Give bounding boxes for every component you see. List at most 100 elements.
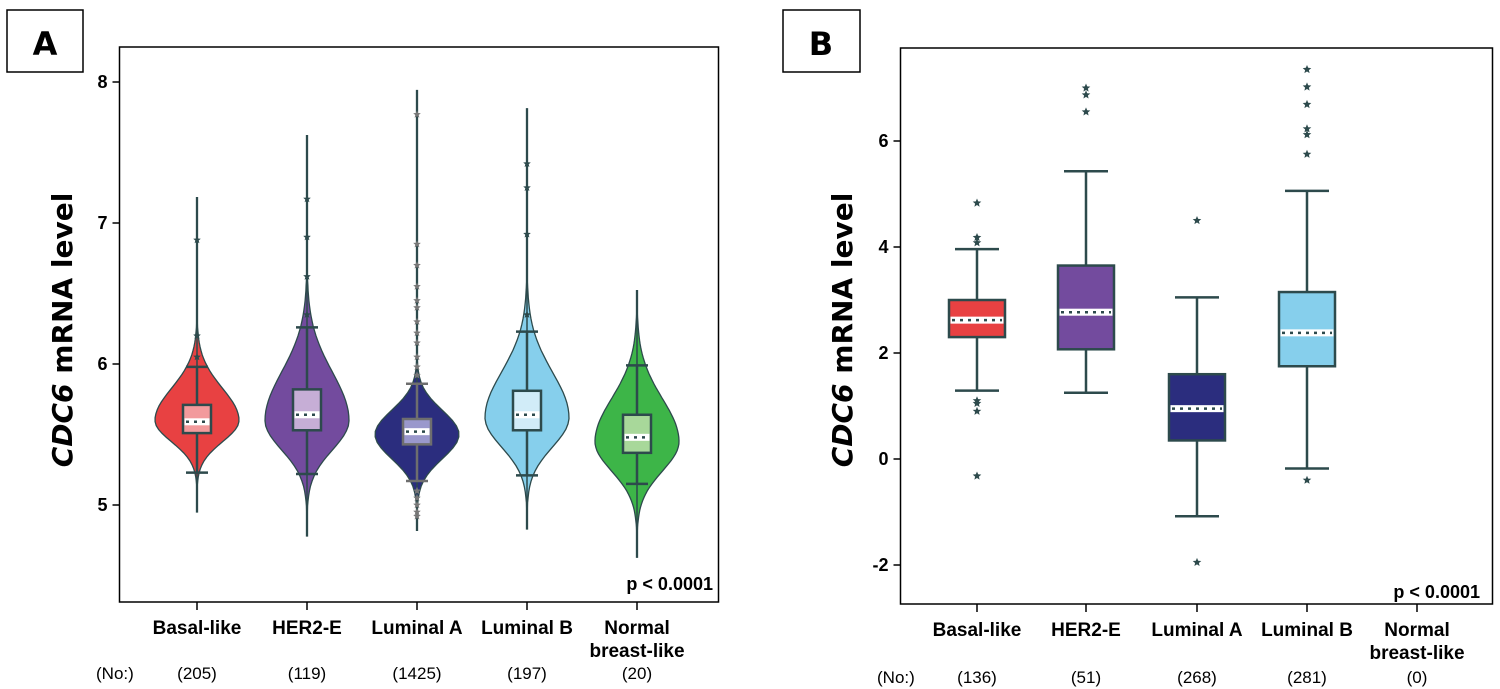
category-2 [374, 89, 460, 532]
panel-b: B CDC6 mRNA level -2 0 2 4 6 Basal-like (136)… [782, 9, 1494, 687]
outlier-marker [193, 331, 201, 339]
panel-b-label: B [809, 25, 833, 63]
outlier-marker [303, 310, 311, 318]
category-3 [484, 108, 570, 530]
x-tick-label: Basal-like [933, 620, 1022, 641]
outlier-marker [413, 371, 421, 379]
category-4 [594, 290, 680, 558]
x-tick-label: HER2-E [272, 618, 342, 639]
outlier-marker [1302, 65, 1312, 74]
sample-count-label: (205) [177, 664, 217, 683]
sample-count-label: (0) [1407, 668, 1428, 687]
panel-b-y-ticks: -2 0 2 4 6 [872, 131, 901, 575]
outlier-marker [1302, 82, 1312, 91]
sample-count-label: (281) [1287, 668, 1327, 687]
category-0 [947, 198, 1007, 480]
outlier-marker [413, 303, 421, 311]
x-tick-label: HER2-E [1051, 620, 1121, 641]
outlier-marker [972, 233, 982, 242]
outlier-marker [1302, 475, 1312, 484]
iqr-box [621, 413, 653, 455]
y-tick-label: -2 [872, 555, 888, 575]
x-tick-label: breast-like [589, 641, 684, 662]
outlier-marker [413, 508, 421, 516]
outlier-marker [413, 317, 421, 325]
category-0 [154, 196, 240, 513]
panel-a-y-axis-label: CDC6 mRNA level [46, 193, 79, 468]
outlier-marker [193, 353, 201, 361]
y-tick-label: 0 [878, 449, 888, 469]
outlier-marker [413, 282, 421, 290]
outlier-marker [972, 198, 982, 207]
x-tick-label: Luminal A [371, 618, 462, 639]
y-tick-label: 2 [878, 343, 888, 363]
category-2 [1167, 216, 1227, 566]
iqr-box [511, 389, 543, 432]
outlier-marker [972, 398, 982, 407]
outlier-marker [413, 338, 421, 347]
panel-a-y-ticks: 5 6 7 8 [97, 72, 120, 515]
outlier-marker [972, 406, 982, 415]
outlier-marker [413, 329, 421, 337]
outlier-marker [972, 238, 982, 247]
panel-b-n-prefix: (No:) [877, 668, 915, 687]
sample-count-label: (20) [622, 664, 652, 683]
panel-a-n-prefix: (No:) [96, 664, 134, 683]
outlier-marker [1302, 124, 1312, 133]
x-tick-label: Normal [604, 618, 669, 639]
outlier-marker [413, 501, 421, 509]
category-1 [264, 134, 350, 537]
panel-b-x-ticks: Basal-like (136) HER2-E (51) Luminal A (268) L… [933, 604, 1465, 687]
category-1 [1056, 83, 1116, 394]
panel-b-label-box [782, 9, 861, 73]
y-tick-label: 6 [878, 131, 888, 151]
panel-a-label: A [33, 25, 58, 63]
y-tick-label: 6 [97, 354, 107, 374]
outlier-marker [1302, 149, 1312, 158]
outlier-marker [413, 261, 421, 269]
sample-count-label: (136) [957, 668, 997, 687]
panel-a-label-box [6, 9, 84, 73]
panel-b-y-axis-label-rest: mRNA level [826, 193, 859, 384]
outlier-marker [303, 272, 311, 280]
outlier-marker [413, 296, 421, 304]
outlier-marker [413, 240, 421, 248]
panel-a-x-ticks: Basal-like (205) HER2-E (119) Luminal A (1425… [153, 602, 685, 683]
x-tick-label: Basal-like [153, 618, 242, 639]
outlier-marker [1081, 90, 1091, 99]
outlier-marker [1081, 107, 1091, 116]
iqr-box [291, 388, 323, 432]
outlier-marker [303, 233, 311, 241]
panel-a-p-value: p < 0.0001 [626, 574, 713, 594]
outlier-marker [972, 471, 982, 480]
category-3 [1277, 65, 1337, 484]
outlier-marker [523, 183, 531, 191]
x-tick-label: Normal [1384, 620, 1449, 641]
iqr-box [1056, 264, 1116, 351]
outlier-marker [523, 310, 531, 318]
outlier-marker [193, 235, 201, 244]
sample-count-label: (197) [507, 664, 547, 683]
outlier-marker [1302, 99, 1312, 109]
x-tick-label: breast-like [1369, 643, 1464, 664]
outlier-marker [413, 512, 421, 520]
panel-b-y-axis-label-gene: CDC6 [826, 383, 859, 467]
panel-b-marks [947, 65, 1337, 566]
outlier-marker [1192, 216, 1202, 225]
outlier-marker [1302, 130, 1312, 139]
sample-count-label: (1425) [392, 664, 441, 683]
x-tick-label: Luminal A [1151, 620, 1242, 641]
x-tick-label: Luminal B [481, 618, 573, 639]
outlier-marker [1192, 557, 1202, 566]
outlier-marker [413, 494, 421, 502]
sample-count-label: (268) [1177, 668, 1217, 687]
sample-count-label: (119) [288, 664, 326, 683]
outlier-marker [523, 230, 531, 238]
panel-b-p-value: p < 0.0001 [1393, 582, 1480, 602]
y-tick-label: 8 [97, 72, 107, 92]
outlier-marker [413, 353, 421, 361]
outlier-marker [413, 486, 421, 495]
y-tick-label: 4 [878, 237, 888, 257]
y-tick-label: 5 [97, 495, 107, 515]
